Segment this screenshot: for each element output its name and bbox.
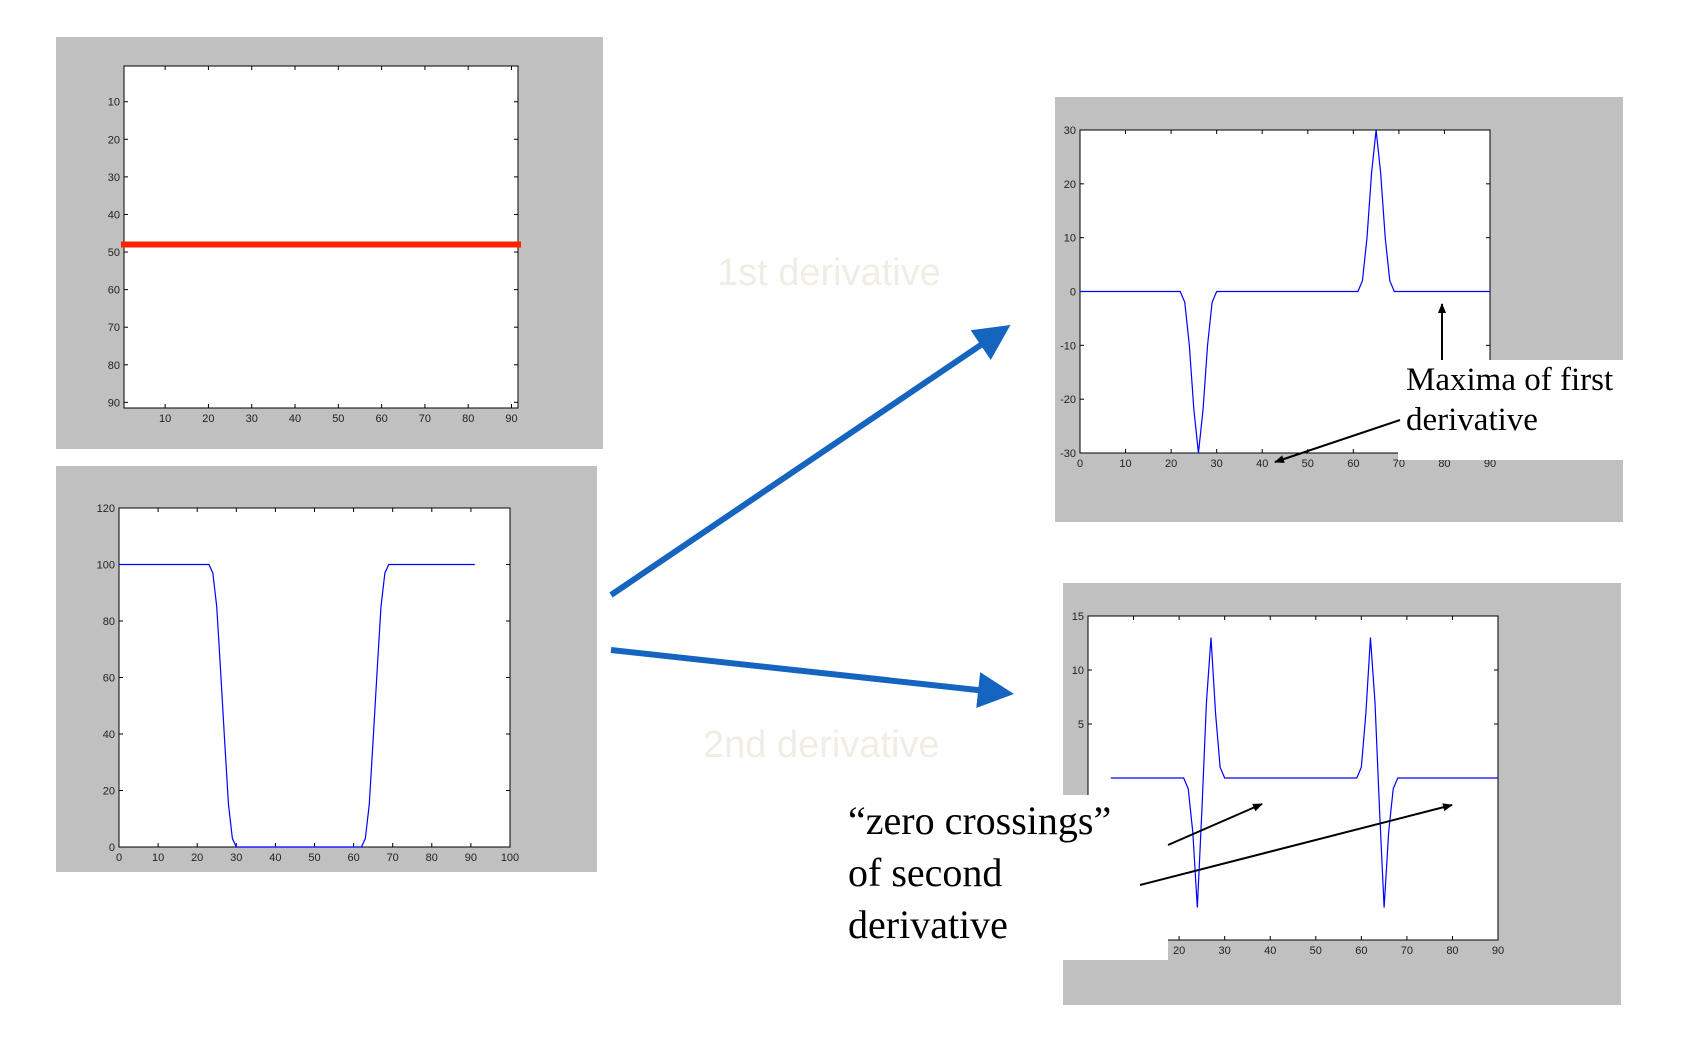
x-tick-label: 20 (1165, 458, 1177, 470)
arrow-to-first-derivative (609, 324, 1011, 598)
x-tick-label: 70 (1401, 945, 1413, 957)
y-tick-label: 40 (103, 729, 115, 741)
y-tick-label: -10 (1060, 340, 1076, 352)
x-tick-label: 50 (1310, 945, 1322, 957)
y-tick-label: 0 (1070, 287, 1076, 299)
y-tick-label: 80 (103, 616, 115, 628)
x-tick-label: 90 (505, 413, 517, 425)
x-tick-label: 0 (116, 852, 122, 864)
profile-chart: 0 10 20 30 40 50 60 70 80 90 100 0 20 40 60 80 100 120 (97, 503, 520, 864)
x-tick-label: 40 (269, 852, 281, 864)
y-tick-label: 20 (108, 134, 120, 146)
y-tick-label: 30 (108, 172, 120, 184)
maxima-line-1: Maxima of first (1406, 362, 1614, 398)
x-tick-label: 40 (1264, 945, 1276, 957)
x-tick-label: 20 (1173, 945, 1185, 957)
x-tick-label: 30 (246, 413, 258, 425)
x-tick-label: 40 (1256, 458, 1268, 470)
x-tick-label: 40 (289, 413, 301, 425)
y-tick-label: 20 (1064, 179, 1076, 191)
y-tick-label: 120 (97, 503, 115, 515)
x-tick-label: 80 (462, 413, 474, 425)
y-tick-label: 30 (1064, 125, 1076, 137)
y-tick-label: -30 (1060, 448, 1076, 460)
y-tick-label: -20 (1060, 394, 1076, 406)
x-tick-label: 0 (1077, 458, 1083, 470)
y-tick-label: 0 (109, 842, 115, 854)
y-tick-label: 10 (1064, 233, 1076, 245)
plot-area (118, 507, 511, 848)
x-tick-label: 90 (465, 852, 477, 864)
x-tick-label: 10 (152, 852, 164, 864)
x-tick-label: 80 (1438, 458, 1450, 470)
x-tick-label: 50 (332, 413, 344, 425)
x-tick-label: 80 (1446, 945, 1458, 957)
y-tick-label: 10 (1072, 665, 1084, 677)
zero-line-1: “zero crossings” (848, 798, 1112, 843)
y-tick-label: 20 (103, 786, 115, 798)
y-tick-label: 90 (108, 397, 120, 409)
profile-curve (119, 563, 475, 848)
image-panel: 10 20 30 40 50 60 70 80 90 10 20 30 40 50 60 70 80 90 (56, 37, 603, 449)
y-tick-label: 80 (108, 360, 120, 372)
x-tick-label: 90 (1484, 458, 1496, 470)
x-tick-label: 100 (501, 852, 519, 864)
x-tick-label: 70 (419, 413, 431, 425)
y-tick-label: 100 (97, 560, 115, 572)
x-tick-label: 70 (387, 852, 399, 864)
x-tick-label: 30 (230, 852, 242, 864)
first-derivative-label: 1st derivative (717, 252, 941, 294)
x-tick-label: 50 (308, 852, 320, 864)
y-tick-label: 10 (108, 97, 120, 109)
x-tick-label: 60 (347, 852, 359, 864)
y-tick-label: 40 (108, 209, 120, 221)
x-tick-label: 60 (375, 413, 387, 425)
x-tick-label: 20 (202, 413, 214, 425)
profile-panel: 0 10 20 30 40 50 60 70 80 90 100 0 20 40 60 80 100 120 (56, 466, 597, 872)
x-tick-label: 30 (1219, 945, 1231, 957)
plot-area (123, 65, 519, 409)
x-tick-label: 20 (191, 852, 203, 864)
maxima-line-2: derivative (1406, 402, 1538, 438)
y-tick-label: 60 (108, 285, 120, 297)
x-tick-label: 80 (426, 852, 438, 864)
arrow-to-second-derivative (610, 647, 1014, 708)
zero-crossings-annotation: “zero crossings” of second derivative (848, 795, 1168, 960)
y-tick-label: 50 (108, 247, 120, 259)
x-tick-label: 30 (1211, 458, 1223, 470)
y-tick-label: 5 (1078, 719, 1084, 731)
x-tick-label: 60 (1355, 945, 1367, 957)
maxima-annotation: Maxima of first derivative (1398, 360, 1684, 460)
y-tick-label: 15 (1072, 611, 1084, 623)
image-chart: 10 20 30 40 50 60 70 80 90 10 20 30 40 50 60 70 80 90 (108, 65, 521, 425)
x-tick-label: 90 (1492, 945, 1504, 957)
y-tick-label: 60 (103, 673, 115, 685)
second-derivative-label: 2nd derivative (703, 724, 940, 766)
first_derivative-curve (1080, 129, 1490, 454)
zero-line-2: of second (848, 850, 1003, 895)
y-tick-label: 70 (108, 322, 120, 334)
x-tick-label: 10 (1119, 458, 1131, 470)
x-tick-label: 50 (1302, 458, 1314, 470)
x-tick-label: 10 (159, 413, 171, 425)
zero-line-3: derivative (848, 902, 1008, 947)
x-tick-label: 60 (1347, 458, 1359, 470)
